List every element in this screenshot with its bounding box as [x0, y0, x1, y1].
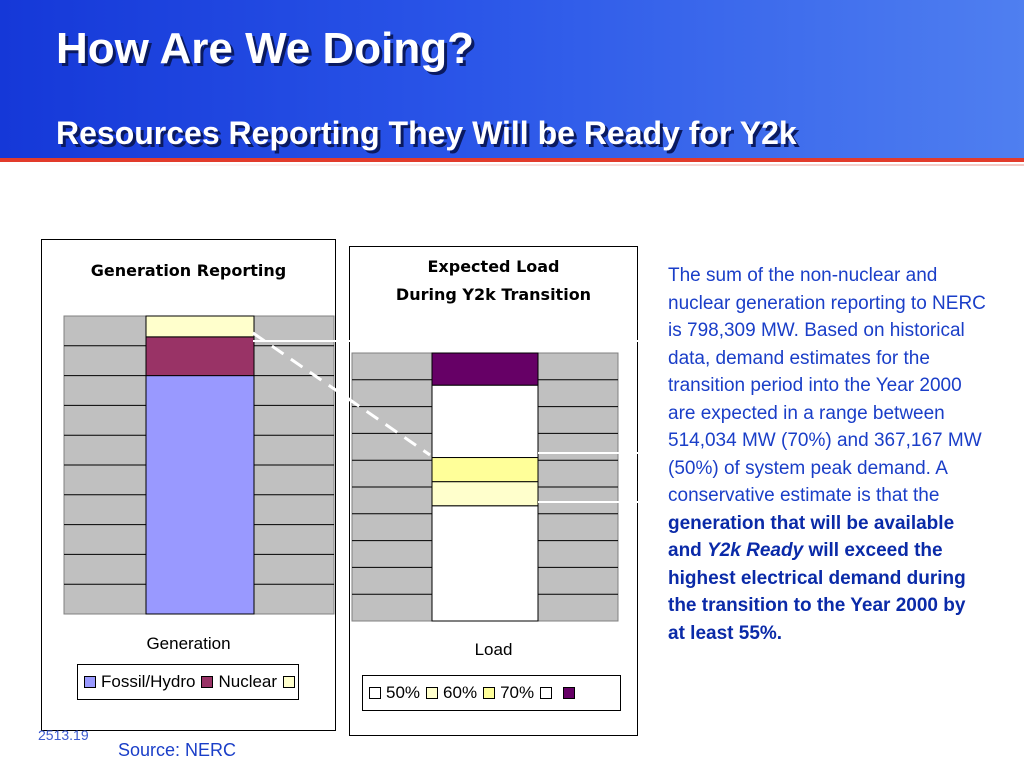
legend-swatch: [283, 676, 296, 688]
description-bold-2: will exceed the highest electrical deman…: [668, 540, 966, 644]
bar-segment: [145, 375, 255, 615]
legend-swatch: [563, 687, 576, 699]
legend-swatch: [84, 676, 96, 688]
description-text: The sum of the non-nuclear and nuclear g…: [668, 262, 986, 647]
legend-label: 70%: [500, 683, 535, 702]
source-note: Source: NERC: [118, 740, 237, 760]
slide-subtitle: Resources Reporting They Will be Ready f…: [56, 115, 797, 151]
slide-header: How Are We Doing? Resources Reporting Th…: [0, 0, 1024, 162]
legend-item-purple: [563, 687, 580, 699]
chart-subtitle: During Y2k Transition: [395, 285, 592, 304]
description-bold-1: generation that will be available and: [668, 512, 955, 562]
bar-segment: [145, 315, 255, 338]
chart-legend: Fossil/Hydro Nuclear: [77, 664, 299, 700]
slide-number: 2513.19: [38, 727, 89, 743]
x-category-label: Generation: [146, 634, 231, 653]
legend-item-60: 60%: [426, 683, 477, 703]
description-plain: The sum of the non-nuclear and nuclear g…: [668, 265, 986, 506]
legend-swatch: [369, 687, 381, 699]
bar-segment: [431, 505, 539, 622]
generation-plot: [63, 315, 335, 615]
legend-swatch: [201, 676, 214, 688]
legend-item-fossil-hydro: Fossil/Hydro: [84, 672, 195, 692]
expected-load-chart: Expected Load During Y2k Transition Load…: [349, 246, 638, 736]
slide-title: How Are We Doing?: [56, 24, 474, 73]
chart-title: Generation Reporting: [90, 261, 287, 280]
legend-item-blank: [540, 687, 557, 699]
expected-load-plot: [351, 352, 619, 622]
bar-segment: [145, 336, 255, 377]
legend-label: Fossil/Hydro: [101, 672, 196, 691]
chart-legend: 50% 60% 70%: [362, 675, 621, 711]
x-category-label: Load: [474, 640, 513, 659]
legend-item-70: 70%: [483, 683, 534, 703]
chart-title: Expected Load: [427, 257, 560, 276]
legend-swatch: [426, 687, 439, 699]
legend-item-other: [283, 676, 300, 688]
bar-segment: [431, 384, 539, 459]
legend-swatch: [483, 687, 496, 699]
bar-segment: [431, 481, 539, 507]
legend-item-nuclear: Nuclear: [201, 672, 277, 692]
generation-chart: Generation Reporting Generation Fossil/H…: [41, 239, 336, 731]
legend-item-50: 50%: [369, 683, 420, 703]
legend-label: Nuclear: [218, 672, 278, 691]
legend-swatch: [540, 687, 553, 699]
description-bold-italic: Y2k Ready: [707, 540, 804, 561]
legend-label: 60%: [443, 683, 478, 702]
bar-segment: [431, 457, 539, 483]
legend-label: 50%: [386, 683, 421, 702]
header-divider: [0, 164, 1024, 166]
bar-segment: [431, 352, 539, 386]
